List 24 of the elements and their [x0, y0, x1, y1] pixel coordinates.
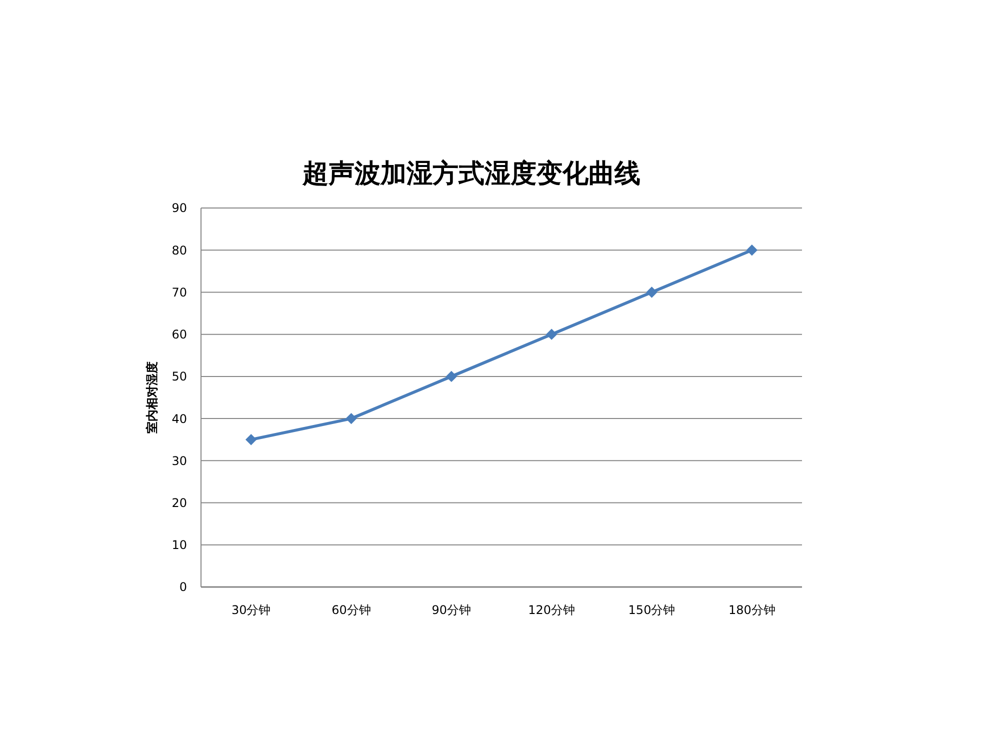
y-tick-label: 10 — [172, 538, 187, 552]
point — [546, 328, 558, 340]
y-tick-label: 80 — [172, 243, 187, 258]
point — [446, 370, 458, 382]
y-axis-title: 室内相对湿度 — [145, 362, 159, 434]
y-tick-label: 50 — [172, 370, 187, 384]
x-tick-label: 150分钟 — [628, 603, 676, 617]
y-tick-label: 0 — [179, 580, 187, 594]
chart-title: 超声波加湿方式湿度变化曲线 — [302, 159, 640, 189]
y-tick-label: 30 — [172, 454, 187, 468]
y-tick-label: 20 — [172, 496, 187, 510]
point — [746, 244, 758, 256]
point — [646, 286, 658, 298]
x-tick-label: 120分钟 — [528, 603, 576, 617]
y-tick-label: 60 — [172, 328, 187, 342]
y-tick-label: 40 — [172, 412, 187, 426]
x-tick-label: 180分钟 — [728, 603, 776, 617]
y-tick-label: 90 — [172, 201, 187, 216]
point — [346, 412, 357, 424]
x-tick-label: 30分钟 — [231, 603, 271, 617]
x-tick-label: 90分钟 — [432, 603, 472, 617]
point — [245, 434, 257, 446]
x-tick-label: 60分钟 — [332, 603, 371, 617]
y-tick-label: 70 — [172, 285, 187, 300]
